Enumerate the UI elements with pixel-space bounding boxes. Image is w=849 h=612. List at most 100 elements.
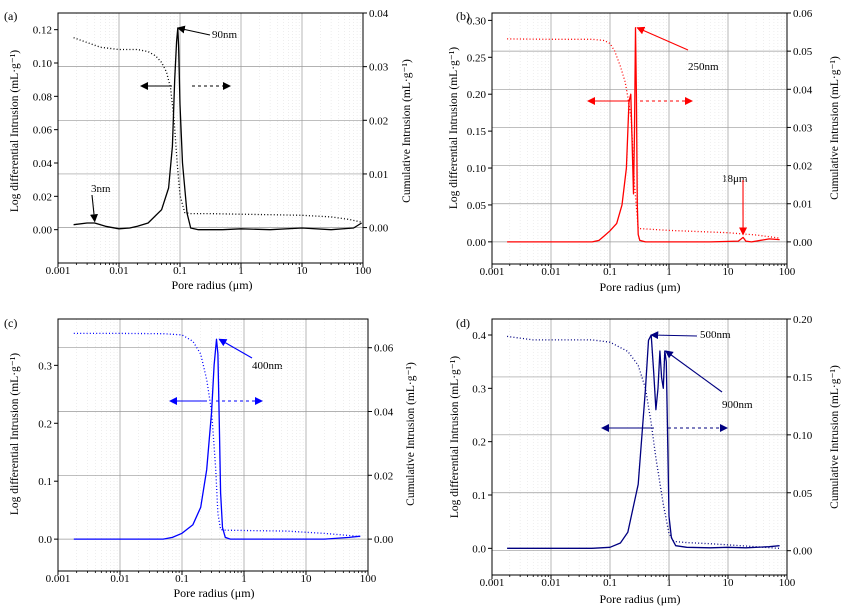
annotation-label: 900nm (722, 399, 753, 411)
series-log-differential (507, 334, 780, 549)
annotation-label: 3nm (91, 183, 111, 195)
panel-label: (b) (456, 9, 470, 23)
x-tick-label: 100 (779, 266, 796, 278)
annotation-label: 400nm (252, 360, 283, 372)
chart-3: 0.0 0.1 0.2 0.3 0.00 0.02 0.04 0.06 (38, 318, 394, 575)
chart-1: 0.00 0.02 0.04 0.06 0.08 0.10 0.12 0.00 0.01 0.02… (33, 8, 389, 267)
y-tick-label-left: 0.0 (38, 534, 52, 546)
y-tick-label-left: 0.2 (472, 437, 486, 449)
x-tick-label: 0.001 (46, 265, 71, 277)
y-tick-label-right: 0.00 (369, 223, 389, 235)
x-tick-label: 0.1 (603, 577, 617, 589)
annotation-arrow (650, 331, 698, 340)
series-log-differential (73, 27, 362, 231)
x-axis-label: Pore radius (μm) (599, 592, 680, 606)
panel-c: (c) Pore radius (μm) Log differential In… (4, 316, 417, 600)
y-tick-label-left: 0.10 (467, 163, 487, 175)
x-tick-label: 0.001 (480, 266, 505, 278)
x-tick-labels: 0.001 0.01 0.1 1 10 100 (46, 573, 377, 585)
y-tick-label-left: 0.3 (38, 360, 52, 372)
annotation-label: 500nm (700, 329, 731, 341)
y-axis-label-right: Cumulative Intrusion (mL·g⁻¹) (401, 59, 413, 203)
series-cumulative (507, 335, 780, 550)
x-tick-labels: 0.001 0.01 0.1 1 10 100 (480, 266, 796, 278)
y-tick-label-left: 0.30 (467, 15, 487, 27)
y-tick-label-right: 0.20 (793, 314, 813, 326)
x-tick-label: 0.001 (480, 577, 505, 589)
y-tick-label-left: 0.3 (472, 383, 486, 395)
x-tick-label: 1 (666, 266, 672, 278)
y-tick-label-left: 0.1 (472, 490, 486, 502)
x-tick-label: 10 (301, 573, 313, 585)
y-tick-label-left: 0.02 (33, 191, 52, 203)
x-axis-label: Pore radius (μm) (173, 586, 254, 600)
y-tick-label-right: 0.05 (793, 46, 813, 58)
panel-a: (a) Pore radius (μm) Log differential In… (4, 9, 413, 292)
y-tick-label-right: 0.00 (793, 546, 813, 558)
annotation-arrow (176, 25, 211, 36)
y-tick-label-left: 0.00 (467, 237, 487, 249)
x-tick-label: 0.001 (46, 573, 71, 585)
x-tick-labels: 0.001 0.01 0.1 1 10 100 (46, 265, 372, 277)
y-axis-label-right: Cumulative Intrusion (mL·g⁻¹) (405, 362, 417, 506)
x-tick-label: 10 (723, 577, 735, 589)
series-cumulative (507, 38, 780, 239)
y-tick-label-left: 0.05 (467, 200, 487, 212)
y-tick-label-left: 0.15 (467, 126, 487, 138)
y-tick-label-right: 0.02 (793, 161, 812, 173)
x-tick-label: 1 (238, 265, 244, 277)
annotation-arrow (90, 194, 98, 223)
x-tick-labels: 0.001 0.01 0.1 1 10 100 (480, 577, 796, 589)
x-axis-label: Pore radius (μm) (599, 280, 680, 294)
y-tick-label-right: 0.06 (793, 8, 813, 20)
plot-frame (57, 12, 364, 264)
y-tick-label-left: 0.10 (33, 58, 53, 70)
y-tick-label-left: 0.2 (38, 418, 52, 430)
x-axis-label: Pore radius (μm) (171, 278, 252, 292)
y-tick-label-right: 0.03 (793, 122, 813, 134)
y-axis-label-left: Log differential Intrusion (mL·g⁻¹) (9, 50, 21, 212)
x-tick-label: 1 (241, 573, 247, 585)
series-cumulative (73, 332, 361, 538)
y-tick-label-left: 0.25 (467, 52, 487, 64)
y-axis-label-right: Cumulative Intrusion (mL·g⁻¹) (829, 56, 841, 200)
panel-b: (b) Pore radius (μm) Log differential In… (448, 9, 841, 294)
x-tick-label: 100 (360, 573, 377, 585)
x-tick-label: 0.1 (603, 266, 617, 278)
annotation-arrow (664, 350, 723, 393)
chart-4: 0.0 0.1 0.2 0.3 0.4 0.00 0.05 0.10 0.15 0.20 (472, 314, 813, 579)
annotation-arrow (218, 338, 253, 359)
y-tick-label-right: 0.02 (374, 470, 393, 482)
y-tick-label-right: 0.04 (793, 84, 813, 96)
y-tick-label-left: 0.0 (472, 543, 486, 555)
y-axis-label-left: Log differential Intrusion (mL·g⁻¹) (9, 353, 21, 515)
y-axis-label-left: Log differential Intrusion (mL·g⁻¹) (449, 356, 461, 518)
y-tick-label-right: 0.00 (374, 534, 394, 546)
y-axis-label-right: Cumulative Intrusion (mL·g⁻¹) (829, 365, 841, 509)
y-tick-label-right: 0.02 (369, 115, 388, 127)
y-tick-label-right: 0.04 (374, 407, 394, 419)
panel-label: (a) (4, 9, 17, 23)
series-log-differential (507, 27, 780, 243)
x-tick-label: 0.01 (541, 577, 560, 589)
x-tick-label: 0.1 (173, 265, 187, 277)
panel-label: (c) (4, 316, 17, 330)
annotation-label: 90nm (212, 29, 238, 41)
x-tick-label: 10 (297, 265, 309, 277)
y-tick-label-right: 0.01 (793, 199, 812, 211)
annotation-arrow (636, 26, 689, 51)
y-tick-label-left: 0.12 (33, 25, 52, 37)
y-tick-label-right: 0.00 (793, 237, 813, 249)
x-tick-label: 0.01 (110, 573, 129, 585)
y-tick-label-left: 0.20 (467, 89, 487, 101)
x-tick-label: 0.01 (541, 266, 560, 278)
series-log-differential (73, 338, 361, 540)
y-tick-label-left: 0.4 (472, 330, 486, 342)
y-tick-label-left: 0.1 (38, 476, 52, 488)
y-tick-label-right: 0.01 (369, 169, 388, 181)
panel-label: (d) (456, 316, 470, 330)
y-tick-label-left: 0.06 (33, 125, 53, 137)
plot-frame (57, 318, 369, 572)
series-cumulative (73, 37, 362, 223)
